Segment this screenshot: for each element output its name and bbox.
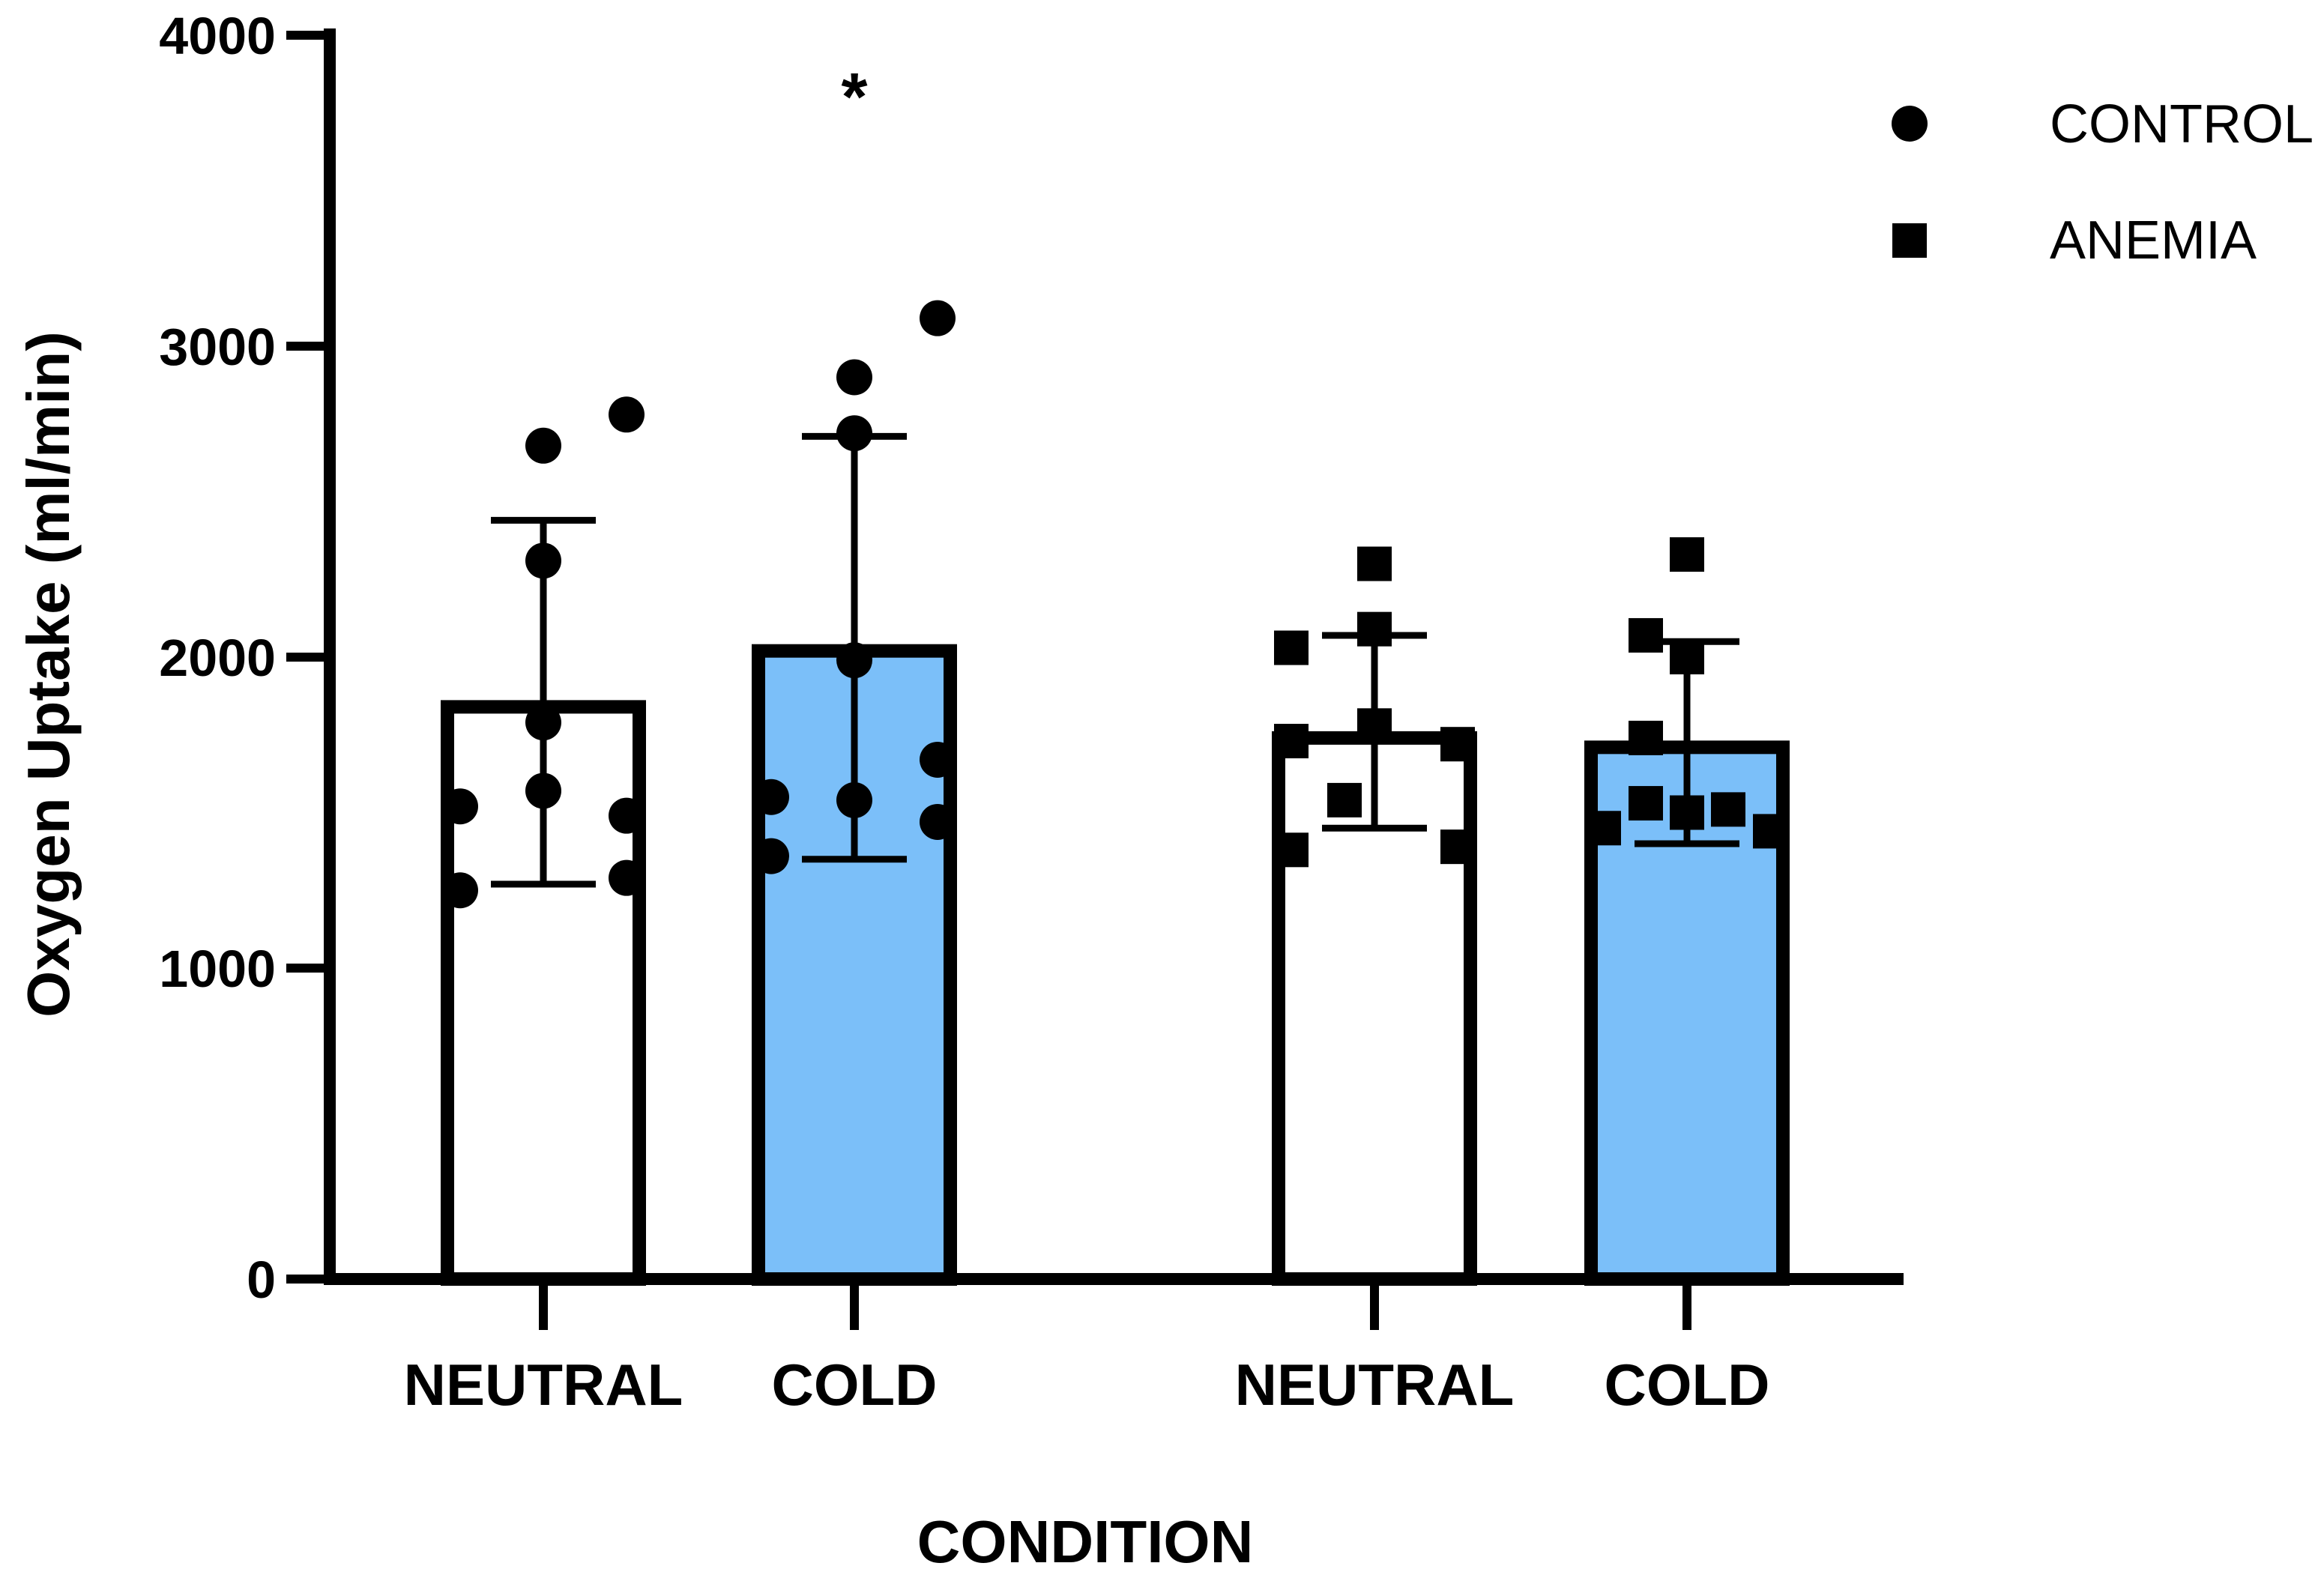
legend-circle-marker bbox=[1892, 106, 1928, 142]
data-point-square bbox=[1753, 814, 1787, 849]
data-point-circle bbox=[920, 300, 956, 336]
data-point-circle bbox=[836, 415, 872, 452]
data-point-square bbox=[1357, 611, 1392, 647]
x-category-label: COLD bbox=[1605, 1352, 1770, 1418]
data-point-circle bbox=[836, 642, 872, 679]
data-point-circle bbox=[609, 396, 645, 433]
data-point-square bbox=[1629, 617, 1663, 653]
data-point-circle bbox=[525, 427, 561, 464]
data-point-square bbox=[1440, 727, 1475, 762]
data-point-square bbox=[1327, 782, 1362, 817]
data-point-square bbox=[1357, 546, 1392, 581]
legend-square-marker bbox=[1892, 223, 1927, 258]
y-tick-label: 1000 bbox=[159, 940, 276, 998]
x-axis-title: CONDITION bbox=[917, 1508, 1254, 1569]
data-point-square bbox=[1274, 724, 1309, 759]
legend-label-control: CONTROL bbox=[2050, 94, 2314, 154]
data-point-circle bbox=[525, 542, 561, 579]
data-point-square bbox=[1629, 720, 1663, 755]
significance-asterisk: * bbox=[841, 60, 867, 135]
y-tick-label: 4000 bbox=[159, 7, 276, 65]
data-point-circle bbox=[836, 782, 872, 818]
y-tick-label: 0 bbox=[247, 1251, 276, 1309]
data-point-circle bbox=[609, 859, 645, 896]
legend-label-anemia: ANEMIA bbox=[2050, 211, 2257, 270]
data-point-circle bbox=[609, 797, 645, 834]
data-point-circle bbox=[920, 803, 956, 840]
data-point-circle bbox=[442, 788, 478, 825]
data-point-circle bbox=[753, 779, 789, 815]
data-point-square bbox=[1670, 795, 1704, 830]
data-point-square bbox=[1711, 792, 1745, 827]
data-point-square bbox=[1670, 640, 1704, 674]
data-point-square bbox=[1357, 708, 1392, 743]
bar-anemia-cold bbox=[1584, 740, 1790, 1286]
data-point-square bbox=[1587, 811, 1621, 846]
data-point-square bbox=[1274, 832, 1309, 868]
x-category-label: COLD bbox=[772, 1352, 938, 1418]
x-category-label: NEUTRAL bbox=[404, 1352, 683, 1418]
data-point-circle bbox=[920, 741, 956, 778]
x-category-label: NEUTRAL bbox=[1235, 1352, 1515, 1418]
data-point-square bbox=[1440, 829, 1475, 865]
data-point-circle bbox=[442, 872, 478, 909]
data-point-circle bbox=[525, 773, 561, 809]
data-point-square bbox=[1670, 537, 1704, 572]
y-tick-label: 2000 bbox=[159, 629, 276, 687]
data-point-circle bbox=[525, 704, 561, 741]
data-point-square bbox=[1629, 786, 1663, 821]
data-point-circle bbox=[836, 359, 872, 396]
data-point-square bbox=[1274, 630, 1309, 665]
y-axis-title: Oxygen Uptake (ml/min) bbox=[15, 331, 82, 1018]
y-tick-label: 3000 bbox=[159, 318, 276, 376]
data-point-circle bbox=[753, 838, 789, 874]
